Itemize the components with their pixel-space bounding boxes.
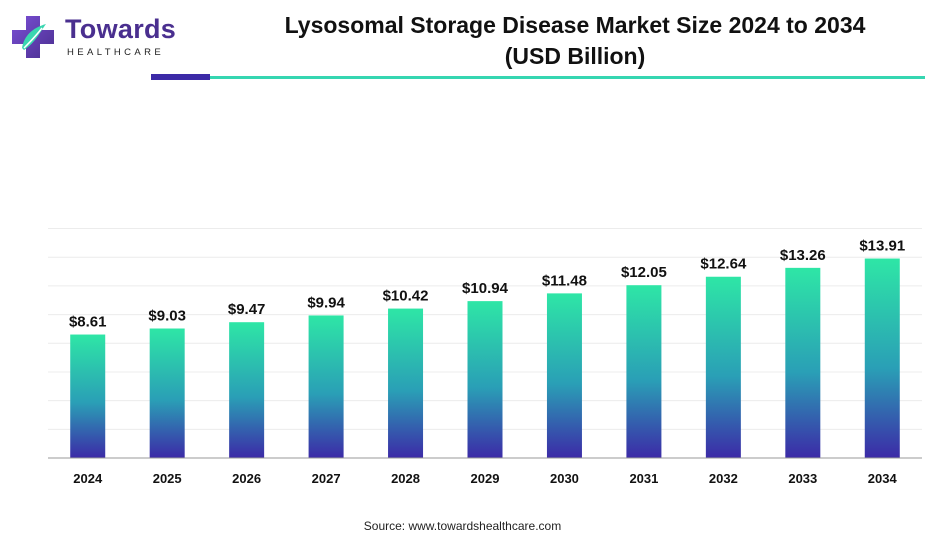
- brand-tagline: HEALTHCARE: [67, 47, 165, 58]
- chart-title-line-1: Lysosomal Storage Disease Market Size 20…: [284, 12, 866, 38]
- x-tick-label-2028: 2028: [391, 471, 420, 486]
- data-label-2033: $13.26: [780, 247, 826, 264]
- x-tick-label-2033: 2033: [788, 471, 817, 486]
- medical-cross-logo-icon: [12, 16, 54, 58]
- bars: [70, 258, 900, 458]
- data-label-2030: $11.48: [542, 272, 587, 289]
- data-label-2034: $13.91: [859, 238, 905, 255]
- header-rule-accent: [151, 74, 210, 80]
- x-tick-label-2026: 2026: [232, 471, 261, 486]
- data-labels: $8.61 $9.03 $9.47 $9.94 $10.42 $10.94 $11.48 $1…: [69, 238, 905, 331]
- bar-2031: [626, 285, 662, 458]
- chart-title: Lysosomal Storage Disease Market Size 20…: [225, 10, 925, 72]
- bar-2027: [308, 315, 344, 458]
- chart-title-line-2: (USD Billion): [504, 43, 646, 69]
- source-note: Source: www.towardshealthcare.com: [363, 519, 562, 533]
- x-tick-label-2030: 2030: [550, 471, 579, 486]
- brand-logo: Towards HEALTHCARE: [10, 12, 180, 64]
- bar-2024: [70, 334, 106, 458]
- data-label-2027: $9.94: [307, 294, 345, 311]
- bar-2026: [229, 322, 265, 458]
- x-tick-label-2027: 2027: [312, 471, 341, 486]
- data-label-2029: $10.94: [462, 280, 509, 297]
- x-tick-label-2025: 2025: [153, 471, 182, 486]
- bar-2032: [705, 276, 741, 458]
- bar-2025: [149, 328, 185, 458]
- x-tick-label-2032: 2032: [709, 471, 738, 486]
- bar-2034: [864, 258, 900, 458]
- bar-2029: [467, 301, 503, 458]
- data-label-2028: $10.42: [383, 288, 429, 305]
- bar-chart: $8.61 $9.03 $9.47 $9.94 $10.42 $10.94 $11.48 $1…: [48, 228, 922, 486]
- x-tick-label-2034: 2034: [868, 471, 898, 486]
- x-tick-label-2024: 2024: [73, 471, 103, 486]
- data-label-2026: $9.47: [228, 301, 266, 318]
- data-label-2024: $8.61: [69, 314, 107, 331]
- data-label-2031: $12.05: [621, 264, 667, 281]
- data-label-2032: $12.64: [700, 256, 747, 273]
- header-rule: [210, 76, 925, 79]
- x-tick-labels: 2024 2025 2026 2027 2028 2029 2030 2031 2032 2033…: [73, 471, 897, 486]
- x-tick-label-2031: 2031: [629, 471, 658, 486]
- bar-2028: [388, 308, 424, 458]
- bar-2030: [546, 293, 582, 458]
- x-tick-label-2029: 2029: [471, 471, 500, 486]
- bar-2033: [785, 267, 821, 458]
- data-label-2025: $9.03: [148, 308, 186, 325]
- brand-name: Towards: [65, 14, 177, 44]
